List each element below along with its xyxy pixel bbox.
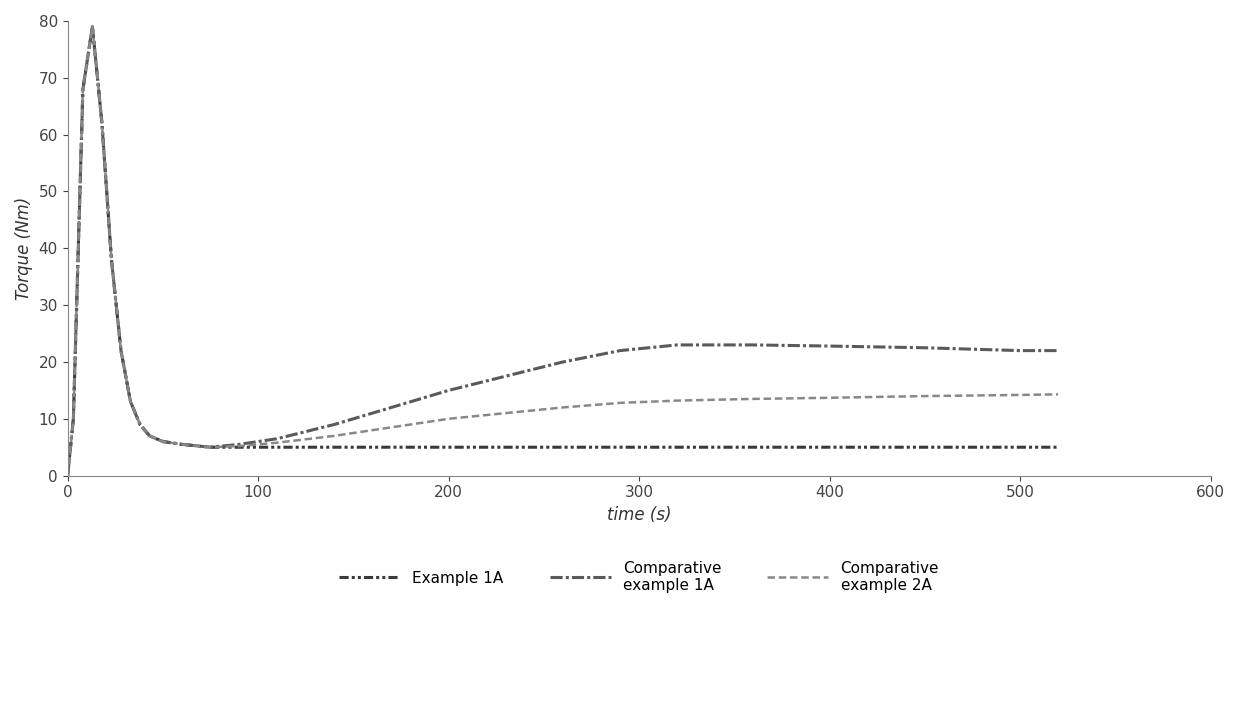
Example 1A: [441, 443, 456, 452]
Comparative
example 2A: [104, 256, 119, 264]
Example 1A: [327, 443, 342, 452]
Comparative
example 1A: [175, 440, 190, 449]
Example 1A: [631, 443, 646, 452]
Comparative
example 2A: [66, 414, 81, 423]
Example 1A: [76, 85, 91, 93]
Comparative
example 2A: [76, 85, 91, 93]
Comparative
example 1A: [498, 372, 513, 381]
Comparative
example 2A: [1013, 391, 1028, 399]
Comparative
example 2A: [94, 119, 109, 128]
Comparative
example 2A: [155, 437, 170, 446]
Example 1A: [270, 443, 285, 452]
Example 1A: [1013, 443, 1028, 452]
Comparative
example 2A: [61, 471, 76, 480]
Comparative
example 1A: [327, 420, 342, 429]
Example 1A: [104, 256, 119, 264]
Example 1A: [1050, 443, 1065, 452]
Comparative
example 2A: [123, 398, 138, 406]
Example 1A: [537, 443, 552, 452]
Comparative
example 1A: [822, 342, 837, 350]
Comparative
example 1A: [1013, 346, 1028, 355]
Example 1A: [727, 443, 742, 452]
Comparative
example 1A: [441, 386, 456, 395]
Example 1A: [61, 471, 76, 480]
Comparative
example 2A: [232, 442, 247, 450]
Comparative
example 2A: [556, 403, 570, 411]
Example 1A: [175, 440, 190, 449]
Example 1A: [143, 432, 157, 440]
Example 1A: [94, 119, 109, 128]
Comparative
example 2A: [133, 420, 148, 429]
Comparative
example 1A: [1050, 346, 1065, 355]
Comparative
example 1A: [556, 358, 570, 366]
Example 1A: [133, 420, 148, 429]
Comparative
example 1A: [86, 22, 100, 31]
Comparative
example 2A: [270, 439, 285, 447]
Comparative
example 2A: [441, 414, 456, 423]
Comparative
example 2A: [175, 440, 190, 449]
Comparative
example 1A: [613, 346, 627, 355]
Comparative
example 2A: [670, 396, 684, 405]
Example 1A: [384, 443, 399, 452]
Comparative
example 1A: [918, 343, 932, 352]
Example 1A: [155, 437, 170, 446]
Example 1A: [203, 443, 218, 452]
Comparative
example 1A: [670, 340, 684, 349]
X-axis label: time (s): time (s): [606, 506, 671, 524]
Line: Example 1A: Example 1A: [68, 27, 1058, 475]
Example 1A: [123, 398, 138, 406]
Example 1A: [822, 443, 837, 452]
Example 1A: [114, 346, 129, 355]
Comparative
example 2A: [143, 432, 157, 440]
Comparative
example 1A: [76, 85, 91, 93]
Comparative
example 1A: [270, 434, 285, 443]
Example 1A: [918, 443, 932, 452]
Line: Comparative
example 2A: Comparative example 2A: [68, 27, 1058, 475]
Comparative
example 2A: [498, 409, 513, 417]
Line: Comparative
example 1A: Comparative example 1A: [68, 27, 1058, 475]
Comparative
example 1A: [155, 437, 170, 446]
Comparative
example 1A: [104, 256, 119, 264]
Comparative
example 1A: [133, 420, 148, 429]
Comparative
example 2A: [203, 443, 218, 452]
Comparative
example 2A: [613, 398, 627, 407]
Comparative
example 1A: [94, 119, 109, 128]
Comparative
example 2A: [327, 432, 342, 440]
Comparative
example 2A: [918, 392, 932, 401]
Comparative
example 2A: [746, 395, 761, 404]
Example 1A: [86, 22, 100, 31]
Comparative
example 2A: [822, 393, 837, 402]
Y-axis label: Torque (Nm): Torque (Nm): [15, 197, 33, 300]
Comparative
example 1A: [203, 443, 218, 452]
Comparative
example 1A: [66, 414, 81, 423]
Comparative
example 1A: [123, 398, 138, 406]
Comparative
example 1A: [61, 471, 76, 480]
Comparative
example 1A: [384, 403, 399, 411]
Example 1A: [66, 414, 81, 423]
Comparative
example 1A: [114, 346, 129, 355]
Example 1A: [232, 443, 247, 452]
Comparative
example 2A: [384, 423, 399, 432]
Comparative
example 1A: [232, 440, 247, 449]
Comparative
example 2A: [114, 346, 129, 355]
Comparative
example 1A: [143, 432, 157, 440]
Comparative
example 1A: [746, 340, 761, 349]
Comparative
example 2A: [86, 22, 100, 31]
Comparative
example 2A: [1050, 390, 1065, 398]
Legend: Example 1A, Comparative
example 1A, Comparative
example 2A: Example 1A, Comparative example 1A, Comp…: [339, 561, 939, 593]
